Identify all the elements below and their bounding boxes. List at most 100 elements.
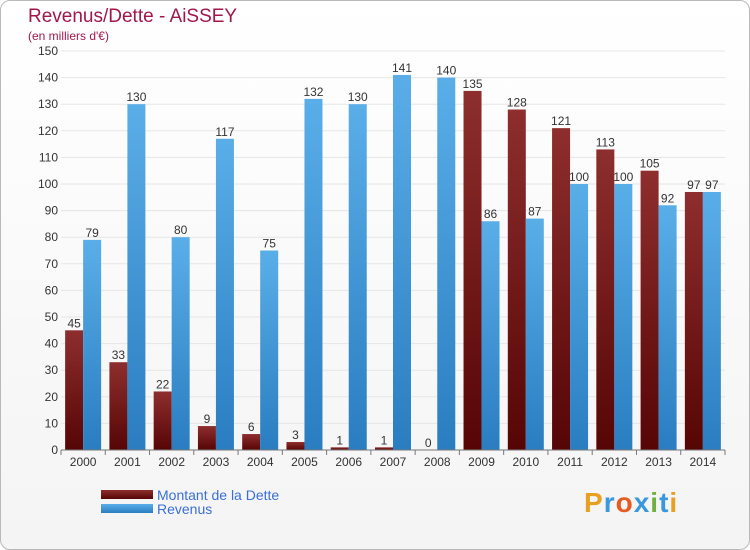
legend-swatch-revenus [101, 504, 153, 513]
x-tick-label: 2014 [690, 455, 717, 469]
bar-dette [65, 330, 84, 450]
bar-dette [684, 191, 703, 451]
y-tick-label: 20 [45, 390, 59, 404]
x-tick-label: 2009 [468, 455, 495, 469]
data-label: 113 [596, 135, 615, 149]
y-tick-label: 50 [45, 310, 59, 324]
x-tick-label: 2012 [601, 455, 628, 469]
data-label: 92 [661, 191, 675, 205]
y-tick-label: 90 [45, 204, 59, 218]
data-label: 117 [215, 125, 234, 139]
data-label: 132 [303, 85, 323, 99]
y-tick-label: 40 [45, 337, 59, 351]
data-label: 45 [67, 316, 81, 330]
bar-dette [507, 109, 526, 451]
bar-dette [109, 362, 128, 450]
x-tick-label: 2003 [203, 455, 230, 469]
chart-title: Revenus/Dette - AiSSEY [28, 6, 238, 27]
data-label: 135 [463, 77, 483, 91]
x-tick-label: 2010 [512, 455, 539, 469]
data-label: 130 [348, 90, 368, 104]
bar-revenus [658, 205, 677, 450]
x-tick-label: 2005 [291, 455, 318, 469]
logo-letter: o [615, 487, 634, 518]
bar-revenus [570, 184, 589, 450]
data-label: 141 [392, 61, 412, 75]
bar-dette [153, 391, 172, 450]
y-tick-label: 30 [45, 363, 59, 377]
data-label: 100 [613, 170, 633, 184]
y-tick-label: 80 [45, 230, 59, 244]
chart-subtitle: (en milliers d'€) [28, 29, 109, 43]
data-label: 3 [292, 428, 299, 442]
bar-dette [596, 149, 615, 451]
y-tick-label: 10 [45, 416, 59, 430]
y-axis-ticks: 0 10 20 30 40 50 60 70 80 90 100 110 120 130 140 150 [38, 44, 58, 457]
x-tick-label: 2000 [70, 455, 97, 469]
y-tick-label: 70 [45, 257, 59, 271]
legend-label-revenus: Revenus [157, 501, 213, 517]
x-tick-label: 2006 [335, 455, 362, 469]
bar-dette [197, 426, 216, 450]
data-labels: 45 33 22 9 6 3 1 1 0 135 128 121 113 105 97 79 130 80 117 7… [67, 61, 718, 450]
y-tick-label: 150 [38, 44, 58, 58]
bar-dette [375, 447, 393, 450]
data-label: 97 [687, 178, 701, 192]
x-tick-label: 2004 [247, 455, 274, 469]
bar-revenus [348, 104, 367, 450]
data-label: 1 [381, 433, 388, 447]
data-label: 130 [126, 90, 146, 104]
legend-label-dette: Montant de la Dette [157, 487, 280, 503]
bar-dette [242, 434, 261, 450]
bar-dette [330, 447, 349, 450]
data-label: 79 [85, 226, 99, 240]
y-tick-label: 110 [39, 150, 58, 164]
x-tick-label: 2013 [645, 455, 672, 469]
x-tick-label: 2011 [557, 455, 583, 469]
logo-letter: t [659, 487, 670, 518]
y-tick-label: 60 [45, 283, 59, 297]
bar-revenus [525, 218, 544, 450]
bar-revenus [260, 250, 279, 450]
data-label: 140 [436, 64, 456, 78]
data-label: 6 [248, 420, 255, 434]
y-tick-label: 130 [38, 97, 58, 111]
bar-dette [463, 90, 482, 451]
bar-revenus [127, 104, 146, 450]
bar-revenus [614, 184, 633, 450]
data-label: 0 [425, 436, 432, 450]
data-label: 86 [484, 207, 498, 221]
y-tick-label: 140 [38, 71, 58, 85]
data-label: 100 [569, 170, 589, 184]
data-label: 22 [156, 377, 170, 391]
logo-letter: i [669, 487, 679, 518]
logo-letter: P [584, 487, 604, 518]
data-label: 9 [204, 412, 211, 426]
y-tick-label: 100 [38, 177, 58, 191]
x-tick-label: 2001 [114, 455, 141, 469]
data-label: 1 [336, 433, 343, 447]
bar-revenus [702, 191, 721, 451]
data-label: 128 [507, 96, 527, 110]
y-tick-label: 0 [51, 443, 58, 457]
logo-letter: i [650, 487, 660, 518]
data-label: 75 [263, 237, 277, 251]
legend-swatch-dette [101, 490, 153, 499]
data-label: 97 [705, 178, 719, 192]
x-axis-ticks: 2000 2001 2002 2003 2004 2005 2006 2007 2008 2009… [60, 450, 726, 469]
bars [65, 74, 721, 451]
bar-revenus [215, 138, 234, 450]
data-label: 87 [528, 205, 542, 219]
logo-letter: r [603, 487, 616, 518]
x-tick-label: 2002 [158, 455, 185, 469]
data-label: 33 [112, 348, 126, 362]
logo-letter: x [633, 487, 651, 518]
bar-revenus [437, 77, 456, 450]
x-tick-label: 2007 [380, 455, 407, 469]
bar-revenus [171, 237, 190, 450]
proxiti-logo: Proxiti [584, 487, 678, 519]
data-label: 121 [551, 114, 571, 128]
data-label: 105 [640, 157, 660, 171]
bar-revenus [393, 74, 411, 450]
